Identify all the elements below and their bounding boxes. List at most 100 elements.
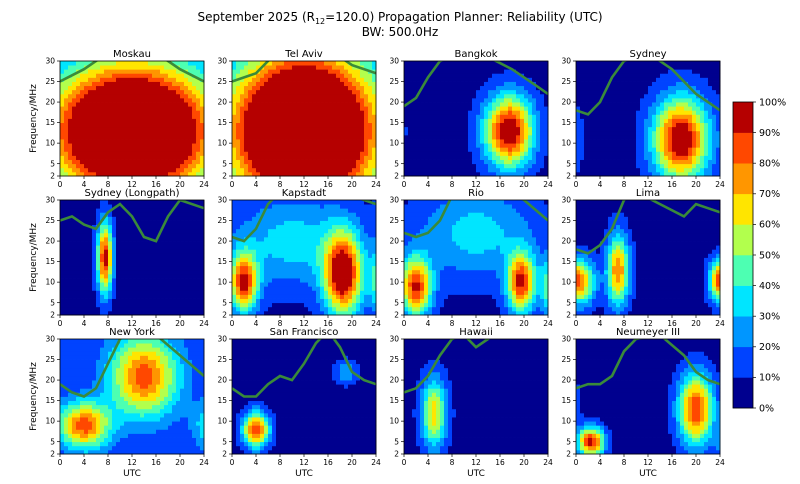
heatmap-cell xyxy=(328,69,333,74)
heatmap-cell xyxy=(160,163,165,169)
heatmap-cell xyxy=(532,171,537,177)
heatmap-cell xyxy=(76,93,81,99)
heatmap-cell xyxy=(100,273,105,279)
heatmap-cell xyxy=(76,114,81,119)
heatmap-cell xyxy=(136,102,141,107)
heatmap-cell xyxy=(596,163,601,169)
heatmap-cell xyxy=(604,163,609,169)
heatmap-cell xyxy=(664,143,669,148)
heatmap-cell xyxy=(76,143,81,148)
heatmap-cell xyxy=(100,93,105,99)
heatmap-cell xyxy=(440,151,445,156)
heatmap-cell xyxy=(172,236,177,242)
heatmap-cell xyxy=(536,97,541,103)
heatmap-cell xyxy=(184,159,189,165)
heatmap-cell xyxy=(680,65,685,70)
heatmap-cell xyxy=(476,130,481,136)
heatmap-cell xyxy=(156,93,161,99)
heatmap-cell xyxy=(116,278,121,283)
heatmap-cell xyxy=(120,69,125,74)
heatmap-cell xyxy=(92,269,97,275)
heatmap-cell xyxy=(528,114,533,119)
heatmap-cell xyxy=(88,69,93,74)
heatmap-cell xyxy=(136,93,141,99)
heatmap-cell xyxy=(444,77,449,82)
heatmap-cell xyxy=(452,143,457,148)
heatmap-cell xyxy=(324,126,329,132)
heatmap-cell xyxy=(460,77,465,82)
heatmap-cell xyxy=(432,143,437,148)
heatmap-cell xyxy=(648,155,653,160)
heatmap-cell xyxy=(268,61,273,66)
heatmap-cell xyxy=(120,212,125,217)
heatmap-cell xyxy=(132,298,137,304)
heatmap-cell xyxy=(676,139,681,144)
heatmap-cell xyxy=(600,143,605,148)
heatmap-cell xyxy=(448,61,453,66)
heatmap-cell xyxy=(652,143,657,148)
heatmap-cell xyxy=(700,102,705,107)
heatmap-cell xyxy=(60,249,65,254)
heatmap-cell xyxy=(128,310,133,316)
heatmap-cell xyxy=(456,77,461,82)
heatmap-cell xyxy=(716,130,721,136)
heatmap-cell xyxy=(624,163,629,169)
heatmap-cell xyxy=(168,85,173,91)
heatmap-cell xyxy=(60,302,65,308)
heatmap-cell xyxy=(132,212,137,217)
heatmap-cell xyxy=(428,139,433,144)
heatmap-cell xyxy=(192,114,197,119)
heatmap-cell xyxy=(68,143,73,148)
heatmap-cell xyxy=(196,81,201,87)
heatmap-cell xyxy=(472,85,477,91)
heatmap-cell xyxy=(476,97,481,103)
heatmap-cell xyxy=(72,110,77,115)
heatmap-cell xyxy=(296,102,301,107)
heatmap-cell xyxy=(84,278,89,283)
heatmap-cell xyxy=(668,134,673,140)
heatmap-cell xyxy=(444,139,449,144)
heatmap-cell xyxy=(140,265,145,271)
heatmap-cell xyxy=(156,306,161,312)
x-tick-label: 4 xyxy=(426,180,431,189)
heatmap-cell xyxy=(164,143,169,148)
heatmap-cell xyxy=(648,159,653,165)
heatmap-cell xyxy=(684,155,689,160)
heatmap-cell xyxy=(508,134,513,140)
heatmap-cell xyxy=(536,77,541,82)
heatmap-cell xyxy=(100,65,105,70)
heatmap-cell xyxy=(268,102,273,107)
heatmap-cell xyxy=(188,155,193,160)
heatmap-cell xyxy=(580,122,585,128)
heatmap-cell xyxy=(260,102,265,107)
heatmap-cell xyxy=(356,134,361,140)
heatmap-cell xyxy=(436,102,441,107)
heatmap-cell xyxy=(236,147,241,152)
heatmap-cell xyxy=(116,282,121,287)
heatmap-cell xyxy=(516,155,521,160)
heatmap-cell xyxy=(88,286,93,291)
heatmap-cell xyxy=(244,147,249,152)
heatmap-cell xyxy=(656,134,661,140)
heatmap-cell xyxy=(608,102,613,107)
heatmap-cell xyxy=(72,139,77,144)
heatmap-cell xyxy=(512,77,517,82)
heatmap-cell xyxy=(144,278,149,283)
heatmap-cell xyxy=(544,81,549,87)
heatmap-cell xyxy=(580,139,585,144)
heatmap-cell xyxy=(108,306,113,312)
heatmap-cell xyxy=(704,77,709,82)
heatmap-cell xyxy=(420,73,425,78)
heatmap-cell xyxy=(344,81,349,87)
heatmap-cell xyxy=(440,163,445,169)
heatmap-cell xyxy=(324,139,329,144)
heatmap-cell xyxy=(684,102,689,107)
heatmap-cell xyxy=(200,126,205,132)
heatmap-cell xyxy=(368,163,373,169)
heatmap-cell xyxy=(60,85,65,91)
heatmap-cell xyxy=(672,81,677,87)
heatmap-cell xyxy=(76,257,81,263)
heatmap-cell xyxy=(128,220,133,226)
heatmap-cell xyxy=(456,126,461,132)
heatmap-cell xyxy=(292,167,297,173)
